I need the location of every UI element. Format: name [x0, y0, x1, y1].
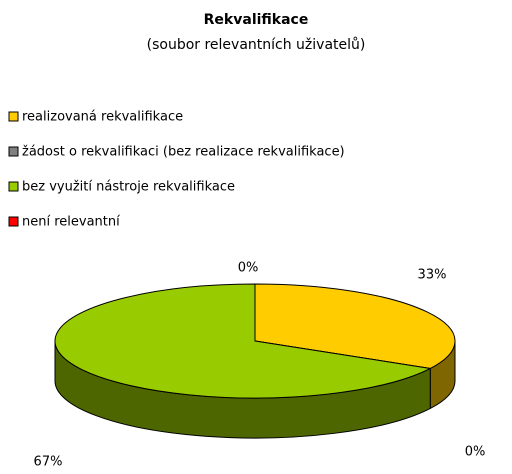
chart-title: Rekvalifikace: [204, 12, 309, 28]
legend-swatch: [8, 146, 19, 157]
legend-label: realizovaná rekvalifikace: [22, 110, 183, 125]
legend-swatch: [8, 111, 19, 122]
legend-swatch: [8, 216, 19, 227]
legend-label: není relevantní: [22, 215, 120, 230]
data-label: 0%: [465, 445, 486, 460]
chart-subtitle: (soubor relevantních uživatelů): [147, 37, 366, 53]
data-label: 67%: [34, 455, 63, 470]
data-label: 33%: [418, 268, 447, 283]
legend-label: žádost o rekvalifikaci (bez realizace re…: [22, 145, 345, 160]
pie-slice: [54, 283, 432, 399]
data-label: 0%: [238, 261, 259, 276]
legend-label: bez využití nástroje rekvalifikace: [22, 180, 235, 195]
legend-swatch: [8, 181, 19, 192]
pie-slice: [254, 283, 456, 369]
